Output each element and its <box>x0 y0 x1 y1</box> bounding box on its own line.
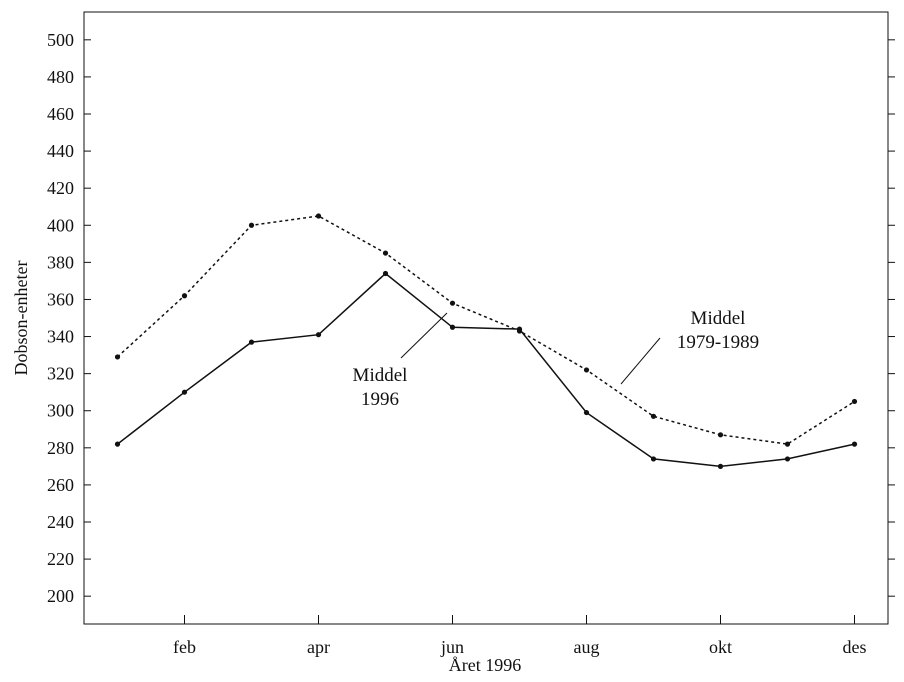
data-point-mean_1979_1989-7 <box>516 328 523 334</box>
annotation-leader-mean_1996 <box>400 312 448 359</box>
x-tick-label-apr: apr <box>307 637 330 657</box>
y-tick-label-380: 380 <box>47 252 74 272</box>
data-point-mean_1979_1989-11 <box>784 441 791 447</box>
plot-annotations: Middel 1996 Middel 1979-1989 <box>353 308 760 410</box>
y-tick-label-260: 260 <box>47 475 74 495</box>
data-point-mean_1996-3 <box>248 339 255 345</box>
data-point-mean_1979_1989-2 <box>181 293 188 299</box>
y-tick-label-240: 240 <box>47 512 74 532</box>
data-point-mean_1996-12 <box>851 441 858 447</box>
annotation-label-mean_1979_1989-1: 1979-1989 <box>677 332 759 353</box>
y-tick-label-220: 220 <box>47 549 74 569</box>
plot-frame <box>83 11 889 625</box>
data-point-mean_1996-10 <box>717 463 724 469</box>
data-point-mean_1996-11 <box>784 456 791 462</box>
y-axis-title: Dobson-enheter <box>11 261 31 376</box>
data-point-mean_1979_1989-10 <box>717 432 724 438</box>
x-tick-label-des: des <box>843 637 867 657</box>
x-tick-label-jun: jun <box>440 637 464 657</box>
annotation-label-mean_1979_1989-0: Middel <box>691 308 746 329</box>
y-tick-label-360: 360 <box>47 289 74 309</box>
x-axis-title: Året 1996 <box>449 655 521 675</box>
data-point-mean_1996-5 <box>382 270 389 277</box>
x-tick-label-okt: okt <box>709 637 732 657</box>
y-tick-label-200: 200 <box>47 586 74 606</box>
data-point-mean_1979_1989-4 <box>315 213 322 219</box>
y-tick-label-300: 300 <box>47 401 74 421</box>
data-point-mean_1979_1989-3 <box>248 222 255 228</box>
plot-axes: 200 220 240 260 280 300 320 340 360 380 400 420 440 4… <box>47 11 895 657</box>
annotation-label-mean_1996-1: 1996 <box>361 389 399 410</box>
y-tick-label-340: 340 <box>47 327 74 347</box>
y-tick-label-420: 420 <box>47 178 74 198</box>
data-point-mean_1996-2 <box>181 389 188 395</box>
x-tick-label-aug: aug <box>574 637 600 657</box>
data-point-mean_1996-6 <box>449 324 456 330</box>
y-tick-label-320: 320 <box>47 364 74 384</box>
data-point-mean_1979_1989-5 <box>382 250 389 256</box>
annotation-leader-mean_1979_1989 <box>620 337 661 385</box>
data-point-mean_1979_1989-9 <box>650 413 657 419</box>
plot-series <box>114 213 858 469</box>
data-point-mean_1996-9 <box>650 456 657 462</box>
annotation-label-mean_1996-0: Middel <box>353 365 408 386</box>
data-point-mean_1996-1 <box>114 441 121 447</box>
x-tick-label-feb: feb <box>173 637 196 657</box>
data-point-mean_1979_1989-12 <box>851 398 858 405</box>
y-tick-label-440: 440 <box>47 141 74 161</box>
data-point-mean_1979_1989-1 <box>114 354 121 360</box>
data-point-mean_1996-8 <box>583 409 590 416</box>
y-tick-label-400: 400 <box>47 215 74 235</box>
series-line-mean_1979_1989 <box>116 215 855 445</box>
data-point-mean_1979_1989-6 <box>449 300 456 306</box>
y-tick-label-280: 280 <box>47 438 74 458</box>
series-line-mean_1996 <box>117 272 855 468</box>
y-tick-label-480: 480 <box>47 67 74 87</box>
data-point-mean_1996-4 <box>315 332 322 338</box>
data-point-mean_1979_1989-8 <box>583 367 590 373</box>
y-tick-label-460: 460 <box>47 104 74 124</box>
y-tick-label-500: 500 <box>47 30 74 50</box>
